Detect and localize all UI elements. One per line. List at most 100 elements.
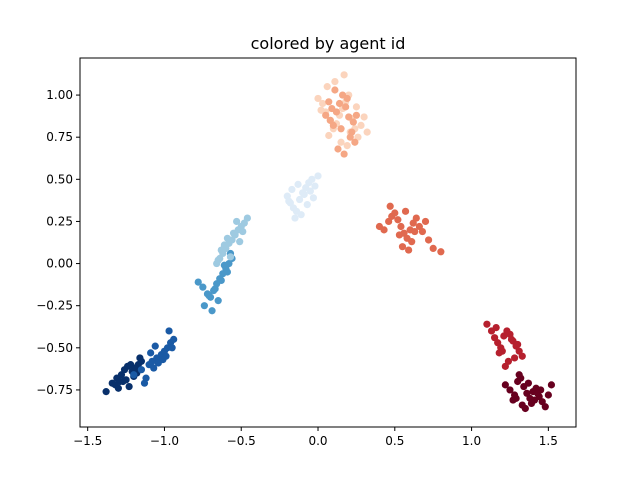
data-point	[297, 211, 305, 219]
x-tick-label: −1.0	[150, 434, 179, 448]
data-point	[495, 349, 503, 357]
data-point	[352, 103, 361, 111]
data-point	[122, 376, 130, 384]
data-point	[521, 404, 529, 413]
data-point	[102, 388, 110, 396]
data-point	[346, 133, 354, 141]
y-tick-label: 0.75	[46, 130, 73, 144]
data-point	[220, 241, 228, 249]
data-point	[322, 111, 330, 119]
data-point	[233, 217, 241, 226]
data-point	[162, 352, 170, 360]
data-point	[408, 238, 416, 246]
data-point	[314, 94, 322, 103]
y-tick-label: −0.75	[36, 383, 73, 397]
y-tick-label: 0.00	[46, 257, 73, 271]
data-point	[328, 104, 336, 113]
x-tick-label: −0.5	[227, 434, 256, 448]
data-point	[337, 138, 345, 146]
data-point	[211, 285, 219, 293]
data-point	[295, 195, 304, 204]
x-tick-label: 1.0	[462, 434, 481, 448]
data-point	[501, 381, 509, 389]
data-point	[199, 283, 207, 291]
data-point	[217, 276, 225, 285]
data-point	[515, 371, 523, 379]
data-point	[527, 399, 536, 408]
data-point	[391, 209, 399, 217]
data-point	[352, 111, 361, 119]
data-point	[360, 113, 368, 121]
data-point	[208, 307, 216, 315]
data-point	[418, 227, 427, 236]
data-point	[226, 253, 235, 261]
data-point	[306, 187, 314, 195]
data-point	[136, 354, 144, 362]
data-point	[507, 335, 516, 343]
data-point	[421, 217, 430, 226]
data-point	[130, 371, 138, 379]
data-point	[325, 131, 333, 140]
data-point	[323, 83, 331, 91]
data-point	[116, 377, 124, 386]
data-point	[151, 342, 159, 350]
data-point	[506, 386, 514, 394]
data-point	[308, 175, 316, 183]
data-point	[518, 352, 526, 360]
plot-area-frame	[79, 57, 577, 428]
data-point	[236, 238, 244, 246]
data-point	[300, 190, 308, 199]
data-point	[398, 243, 407, 251]
data-point	[547, 381, 556, 389]
data-point	[342, 103, 350, 111]
data-point	[150, 364, 158, 372]
data-point	[214, 297, 222, 305]
data-point	[165, 327, 173, 335]
data-point	[229, 229, 238, 237]
data-point	[223, 234, 232, 242]
data-point	[349, 118, 357, 126]
data-point	[544, 391, 552, 399]
data-point	[483, 320, 491, 328]
data-point	[429, 244, 437, 252]
data-point	[412, 214, 420, 222]
x-axis: −1.5 −1.0 −0.5 0.0 0.5 1.0 1.5	[73, 427, 558, 448]
data-point	[311, 182, 319, 190]
data-point	[314, 172, 322, 180]
chart-title: colored by agent id	[251, 34, 406, 53]
data-point	[401, 207, 410, 215]
data-point	[363, 128, 371, 136]
data-point	[501, 362, 509, 370]
data-point	[337, 125, 345, 133]
data-point	[309, 194, 318, 202]
data-point	[411, 227, 419, 236]
data-point	[343, 94, 351, 103]
data-point	[140, 379, 149, 387]
data-point	[334, 145, 342, 153]
data-point	[294, 180, 302, 188]
data-point	[357, 121, 365, 129]
data-point	[335, 99, 344, 108]
data-point	[205, 291, 213, 300]
data-point	[395, 231, 404, 239]
data-point	[214, 256, 222, 264]
data-point	[303, 200, 311, 209]
data-point	[317, 106, 325, 114]
data-point	[291, 214, 299, 222]
data-point	[331, 86, 339, 94]
data-point	[239, 227, 247, 236]
data-point	[510, 354, 519, 362]
data-point	[194, 278, 202, 286]
data-point	[200, 302, 208, 310]
y-tick-label: 0.50	[46, 172, 73, 186]
data-point	[386, 202, 394, 210]
data-point	[541, 403, 549, 411]
y-tick-label: −0.50	[36, 341, 73, 355]
data-point	[325, 98, 333, 106]
data-point	[534, 389, 542, 397]
data-point	[351, 138, 359, 146]
data-point	[524, 379, 533, 387]
data-point	[288, 185, 296, 194]
x-tick-label: 1.5	[539, 434, 558, 448]
